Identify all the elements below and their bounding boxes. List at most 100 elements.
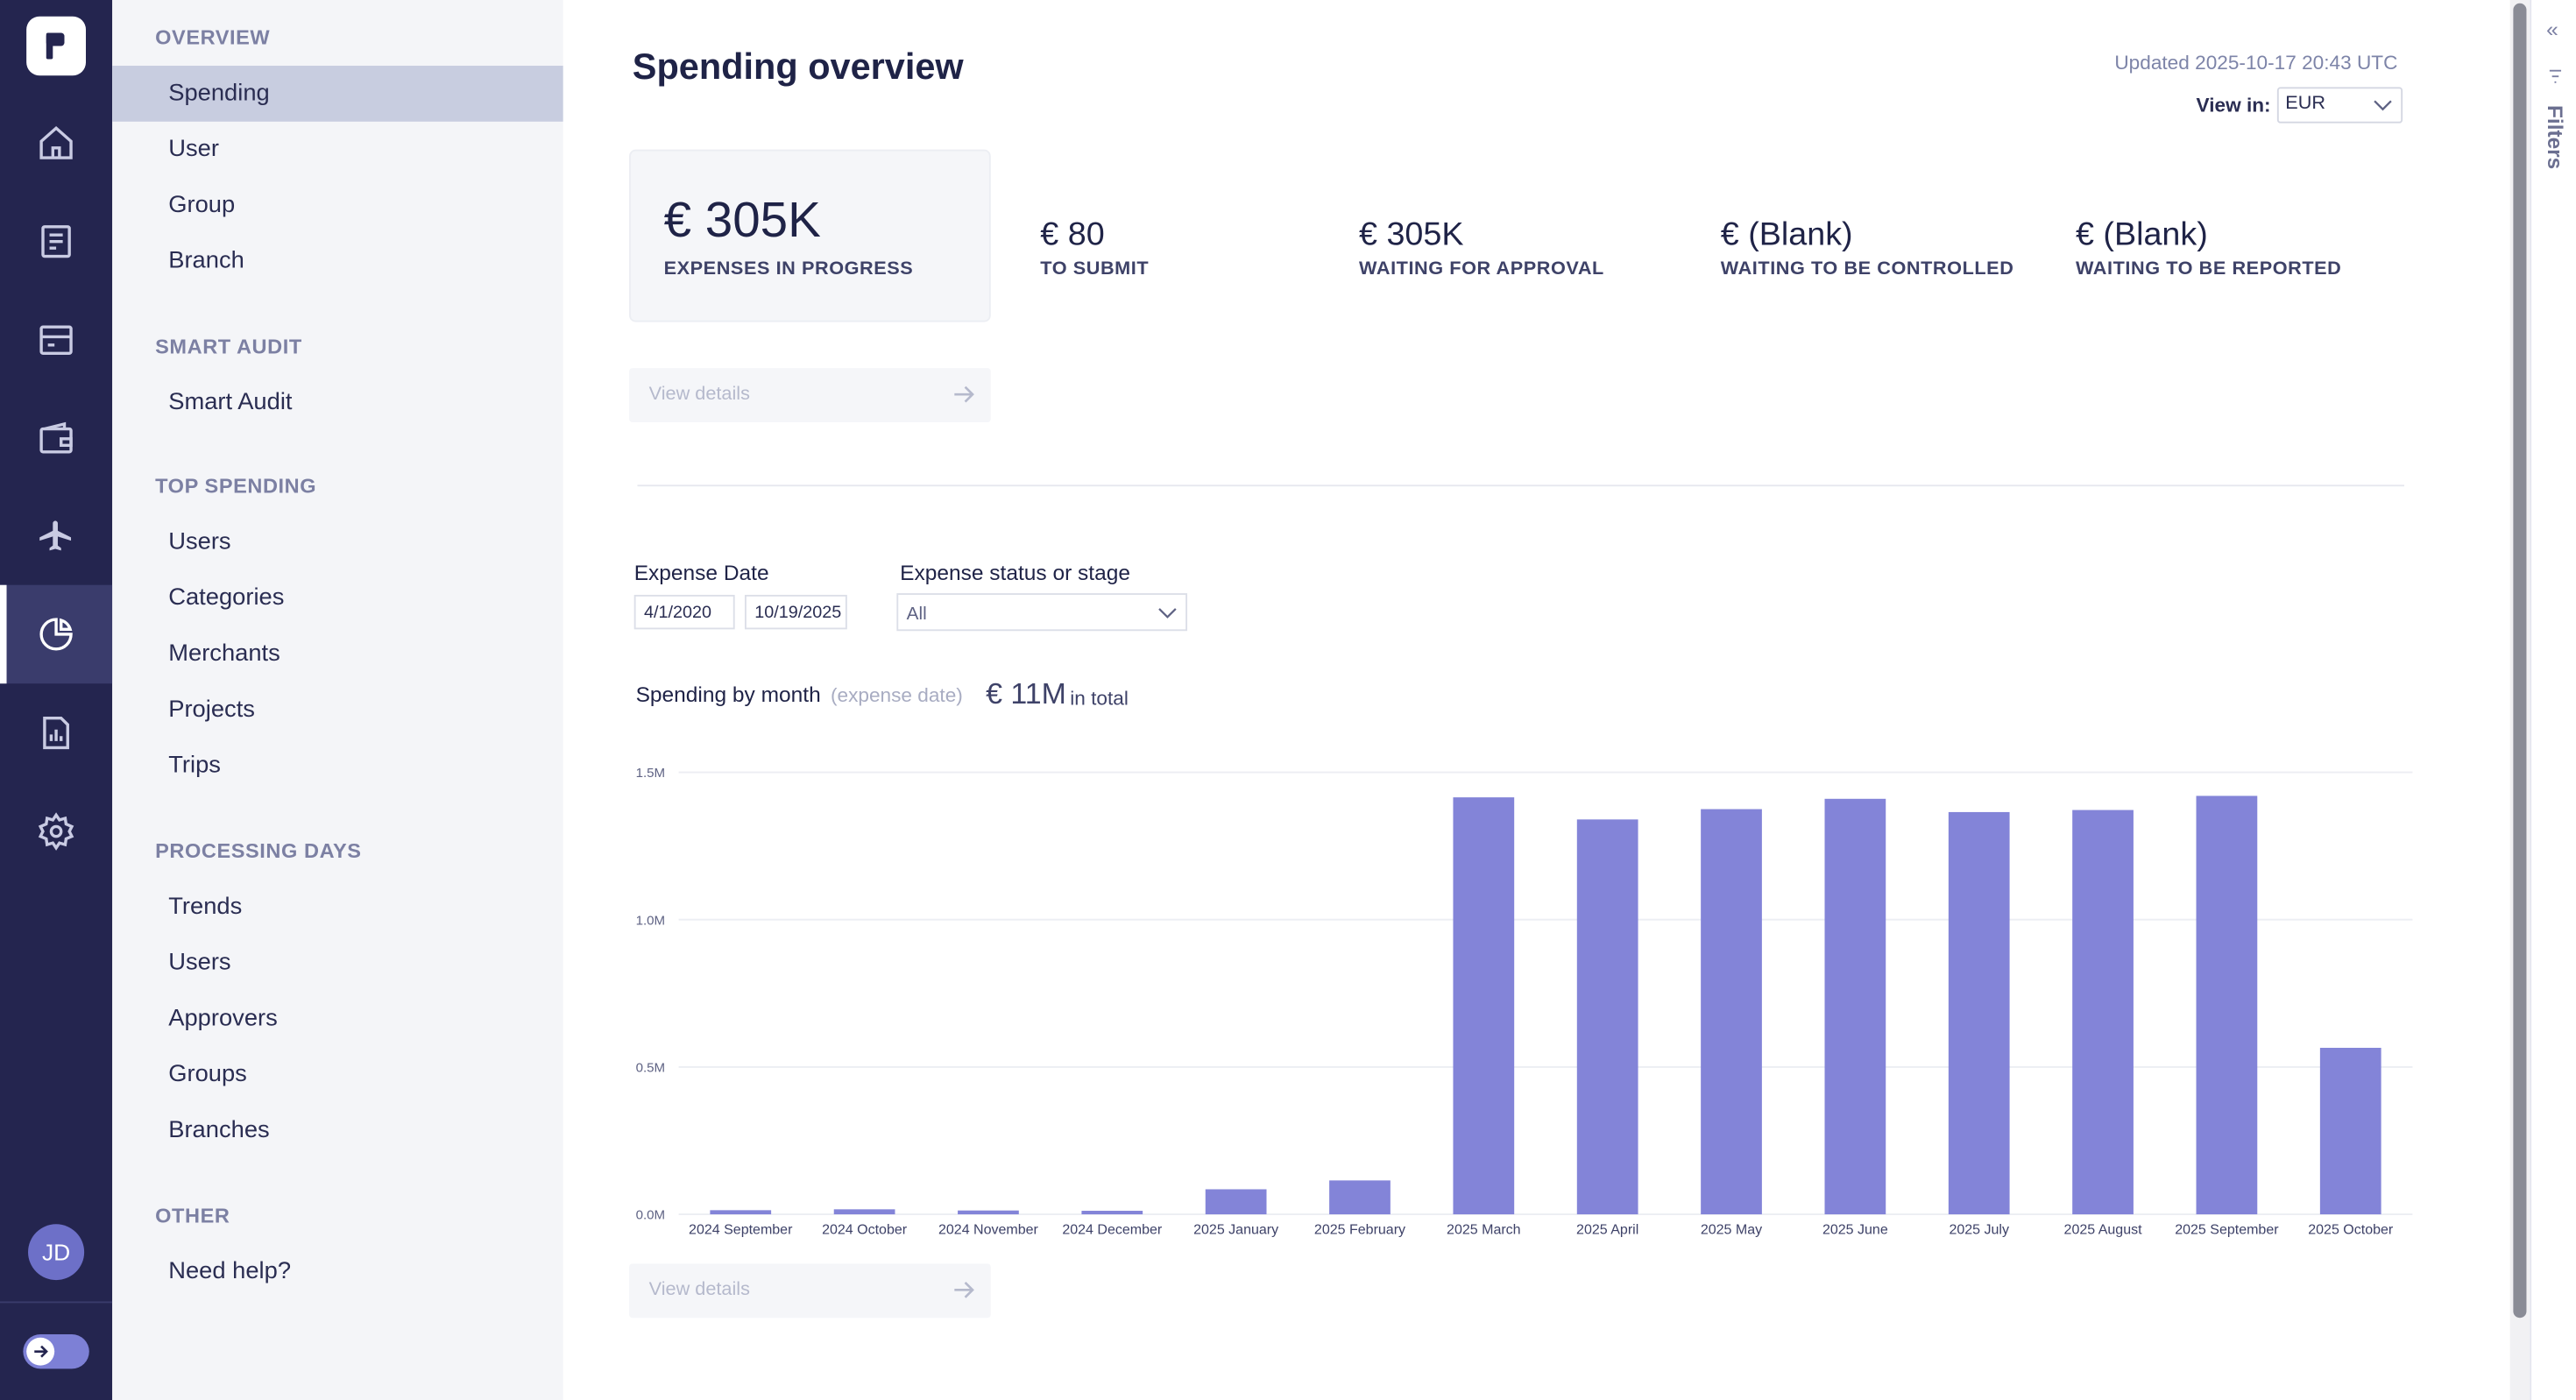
chevron-down-icon [2374,100,2392,111]
sidebar-item-groups[interactable]: Groups [168,1061,247,1088]
bar [833,1209,895,1215]
chart-title: Spending by month [635,682,821,707]
x-tick-label: 2024 December [1062,1223,1163,1238]
sidebar-item-trends[interactable]: Trends [168,894,243,921]
date-to-input[interactable]: 10/19/2025 [744,594,847,630]
bar [1329,1180,1391,1215]
chart-total-note: in total [1070,686,1129,711]
analytics-icon[interactable] [0,584,113,684]
bar [1824,798,1886,1215]
travel-icon[interactable] [0,488,112,587]
x-tick-label: 2025 October [2308,1223,2394,1238]
x-tick-label: 2025 January [1193,1223,1278,1238]
sidebar-item-spending[interactable]: Spending [112,66,563,122]
x-tick-label: 2025 September [2175,1223,2279,1238]
kpi-value: € 80 [1040,216,1105,253]
page-title: Spending overview [632,46,964,88]
bar [1701,809,1762,1215]
sidebar-item-branch[interactable]: Branch [168,248,244,275]
bar [2319,1048,2381,1215]
x-tick-label: 2025 August [2064,1223,2143,1238]
sidebar-item-processing-users[interactable]: Users [168,950,231,977]
filters-panel-toggle[interactable]: « Filters [2530,0,2576,1400]
bar [1576,819,1638,1215]
home-icon[interactable] [0,94,112,193]
currency-select[interactable]: EUR [2276,87,2403,124]
expense-date-label: Expense Date [633,560,769,585]
kpi-card-in-progress: € 305K EXPENSES IN PROGRESS [629,149,991,322]
sidebar-item-user[interactable]: User [168,136,219,163]
x-tick-label: 2025 April [1576,1223,1638,1238]
view-details-button[interactable]: View details [629,368,991,423]
sidebar-item-approvers[interactable]: Approvers [168,1005,278,1032]
kpi-waiting-controlled: € (Blank) WAITING TO BE CONTROLLED [1721,217,2014,279]
y-tick-label: 0.0M [636,1208,666,1223]
kpi-value: € (Blank) [1720,216,1853,253]
sidebar-item-projects[interactable]: Projects [168,696,255,724]
bar [1948,811,2010,1215]
x-tick-label: 2024 October [822,1223,908,1238]
nav-section-title: PROCESSING DAYS [155,839,362,863]
sidebar-toggle[interactable] [23,1333,89,1369]
cards-icon[interactable] [0,291,112,390]
expense-status-select[interactable]: All [896,593,1188,632]
chart-subtitle: (expense date) [830,683,963,707]
expense-status-value: All [906,605,927,625]
analytics-sidenav: OVERVIEW Spending User Group Branch SMAR… [112,0,563,1400]
kpi-to-submit: € 80 TO SUBMIT [1040,217,1149,279]
x-tick-label: 2024 September [689,1223,793,1238]
sidebar-item-trips[interactable]: Trips [168,753,221,780]
app-logo-icon[interactable] [26,16,86,76]
kpi-waiting-approval: € 305K WAITING FOR APPROVAL [1359,217,1604,279]
y-tick-label: 0.5M [636,1061,666,1076]
icon-rail: JD [0,0,113,1400]
kpi-label: WAITING TO BE REPORTED [2075,259,2342,279]
x-tick-label: 2025 June [1822,1223,1888,1238]
nav-section-title: OVERVIEW [155,26,271,50]
date-from-input[interactable]: 4/1/2020 [633,594,735,630]
chevron-down-icon [1158,608,1177,619]
y-tick-label: 1.5M [636,766,666,781]
currency-value: EUR [2285,93,2326,114]
sidebar-item-need-help[interactable]: Need help? [168,1258,292,1285]
expense-status-label: Expense status or stage [900,560,1130,585]
vertical-scrollbar[interactable] [2509,0,2530,1400]
updated-timestamp: Updated 2025-10-17 20:43 UTC [2114,51,2398,74]
kpi-label: WAITING FOR APPROVAL [1359,259,1604,279]
bar [1453,797,1515,1215]
sidebar-item-top-users[interactable]: Users [168,528,231,555]
reports-icon[interactable] [0,683,112,782]
arrow-right-icon [954,385,974,403]
sidebar-item-group[interactable]: Group [168,192,236,219]
kpi-value: € 305K [663,194,821,249]
wallet-icon[interactable] [0,390,112,489]
sidebar-item-merchants[interactable]: Merchants [168,640,280,668]
expenses-icon[interactable] [0,192,112,291]
x-tick-label: 2025 March [1447,1223,1521,1238]
spending-by-month-chart: 0.0M 0.5M 1.0M 1.5M 2024 September 2024 Octob… [629,753,2421,1246]
scrollbar-thumb[interactable] [2513,3,2527,1319]
x-tick-label: 2025 July [1949,1223,2009,1238]
sidebar-item-branches[interactable]: Branches [168,1117,270,1144]
sidebar-item-categories[interactable]: Categories [168,584,285,612]
view-details-button[interactable]: View details [629,1263,991,1319]
y-tick-label: 1.0M [636,913,666,928]
bar [1081,1211,1143,1215]
double-chevron-left-icon[interactable]: « [2546,16,2558,41]
bar [2196,795,2258,1215]
filter-icon [2549,69,2562,83]
x-tick-label: 2024 November [938,1223,1039,1238]
avatar[interactable]: JD [28,1224,85,1281]
view-details-label: View details [648,384,750,405]
nav-section-title: TOP SPENDING [155,475,317,498]
section-divider [637,484,2404,487]
main-content: Spending overview Updated 2025-10-17 20:… [563,0,2510,1400]
settings-icon[interactable] [0,782,112,881]
bar-chart-svg: 0.0M 0.5M 1.0M 1.5M 2024 September 2024 Octob… [636,766,2413,1238]
sidebar-item-smart-audit[interactable]: Smart Audit [168,389,293,416]
view-details-label: View details [648,1280,750,1300]
nav-section-title: SMART AUDIT [155,335,302,358]
view-in-label: View in: [2196,93,2271,117]
x-tick-label: 2025 February [1314,1223,1405,1238]
